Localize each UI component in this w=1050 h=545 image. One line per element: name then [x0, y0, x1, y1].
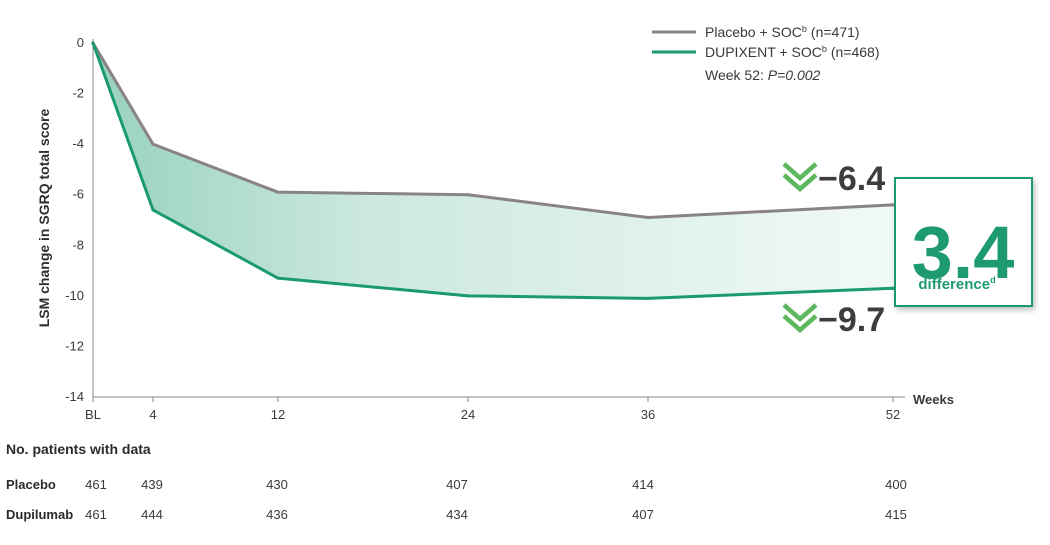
legend: Placebo + SOCb (n=471) DUPIXENT + SOCb (n=… [652, 24, 880, 83]
y-tick-label: -6 [72, 187, 84, 202]
data-point-placebo [891, 203, 895, 207]
fill-between-area [93, 43, 893, 299]
difference-callout: 3.4 differenced [894, 177, 1033, 307]
difference-label: differenced [918, 275, 995, 293]
y-axis-title: LSM change in SGRQ total score [36, 108, 52, 327]
series-line-placebo [91, 41, 895, 219]
chevron-down-icon [782, 173, 818, 192]
y-tick-label: 0 [77, 35, 84, 50]
chevron-down-icon [782, 314, 818, 333]
y-tick-label: -4 [72, 136, 84, 151]
x-tick-label: BL [85, 407, 101, 422]
legend-p-value: Week 52: P=0.002 [705, 67, 821, 83]
difference-label-sup: d [990, 275, 996, 285]
axes [92, 39, 905, 402]
difference-label-text: difference [918, 276, 990, 293]
legend-placebo-n: (n=471) [811, 24, 860, 40]
x-tick-label: 52 [886, 407, 900, 422]
y-tick-label: -8 [72, 237, 84, 252]
x-tick-label: 36 [641, 407, 655, 422]
legend-dupixent-sup: b [822, 44, 827, 54]
difference-area [93, 43, 893, 299]
legend-label-dupixent: DUPIXENT + SOCb (n=468) [705, 44, 880, 60]
data-point-dupixent [151, 208, 155, 212]
placebo-end-annotation: −6.4 [782, 160, 885, 198]
p-value-prefix: Week 52: [705, 67, 768, 83]
data-point-placebo [466, 193, 470, 197]
placebo-end-value: −6.4 [818, 160, 885, 198]
series-lines [91, 41, 895, 300]
p-value-text: P=0.002 [768, 67, 821, 83]
dupixent-end-annotation: −9.7 [782, 301, 885, 339]
x-tick-label: 4 [149, 407, 156, 422]
dupixent-end-value: −9.7 [818, 301, 885, 339]
data-point-dupixent [466, 294, 470, 298]
data-point-placebo [151, 142, 155, 146]
chevron-down-icon [782, 303, 818, 322]
y-tick-label: -14 [65, 389, 84, 404]
callout-box [894, 177, 1033, 307]
data-point-dupixent [91, 41, 95, 45]
x-axis-title: Weeks [913, 392, 954, 407]
difference-value: 3.4 [912, 211, 1015, 294]
data-point-dupixent [276, 276, 280, 280]
x-tick-label: 12 [271, 407, 285, 422]
legend-placebo-sup: b [802, 24, 807, 34]
data-point-dupixent [646, 296, 650, 300]
y-tick-label: -12 [65, 338, 84, 353]
data-point-placebo [276, 190, 280, 194]
legend-placebo-name: Placebo + SOC [705, 24, 802, 40]
series-line-dupixent [91, 41, 895, 300]
y-tick-label: -2 [72, 86, 84, 101]
data-point-dupixent [891, 286, 895, 290]
legend-label-placebo: Placebo + SOCb (n=471) [705, 24, 860, 40]
y-tick-label: -10 [65, 288, 84, 303]
legend-dupixent-name: DUPIXENT + SOC [705, 44, 822, 60]
x-tick-label: 24 [461, 407, 475, 422]
chevron-down-icon [782, 162, 818, 181]
legend-dupixent-n: (n=468) [831, 44, 880, 60]
data-point-placebo [646, 215, 650, 220]
